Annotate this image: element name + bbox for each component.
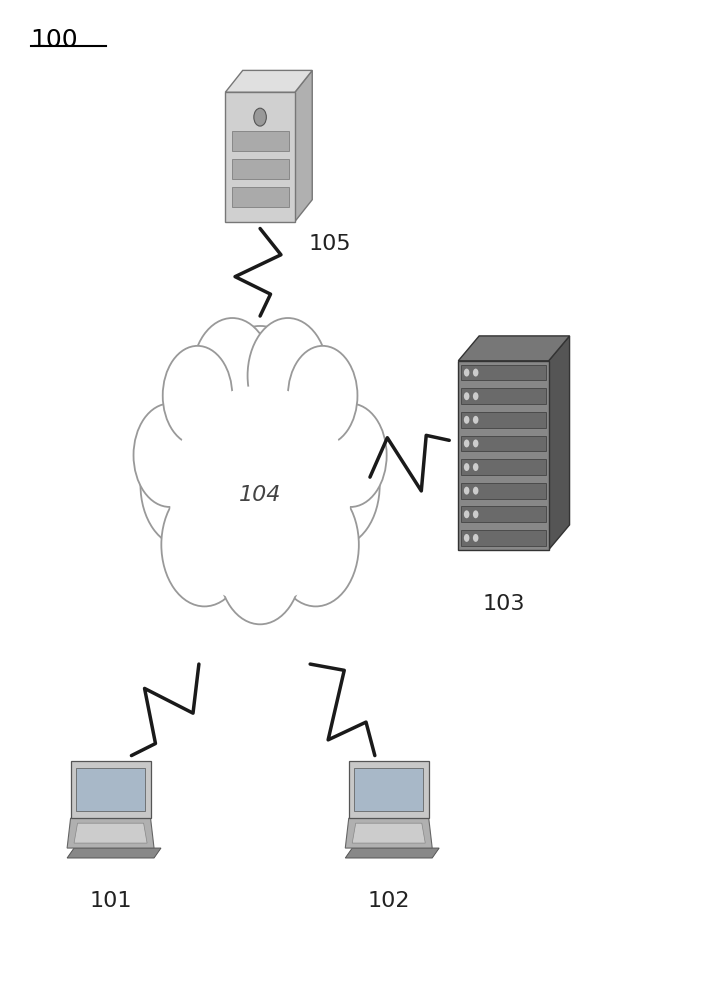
Polygon shape [461, 365, 546, 380]
Polygon shape [461, 506, 546, 522]
Circle shape [464, 534, 470, 542]
Circle shape [473, 392, 479, 400]
Circle shape [473, 463, 479, 471]
Circle shape [473, 439, 479, 447]
Circle shape [247, 318, 328, 433]
Circle shape [133, 404, 206, 507]
Circle shape [464, 487, 470, 495]
Circle shape [294, 423, 380, 547]
Circle shape [464, 416, 470, 424]
Polygon shape [461, 530, 546, 546]
Circle shape [273, 483, 359, 606]
Circle shape [464, 439, 470, 447]
Ellipse shape [170, 386, 350, 604]
Circle shape [473, 416, 479, 424]
Circle shape [473, 369, 479, 377]
Text: 104: 104 [239, 485, 281, 505]
Text: 103: 103 [482, 594, 525, 614]
Polygon shape [67, 848, 161, 858]
Circle shape [288, 346, 358, 445]
Polygon shape [354, 768, 423, 811]
Circle shape [140, 423, 226, 547]
Polygon shape [346, 848, 439, 858]
Polygon shape [67, 818, 154, 848]
Polygon shape [461, 459, 546, 475]
Polygon shape [71, 761, 151, 818]
Circle shape [464, 510, 470, 518]
Polygon shape [458, 336, 570, 361]
Polygon shape [352, 823, 426, 843]
Circle shape [254, 108, 266, 126]
Circle shape [473, 534, 479, 542]
Polygon shape [346, 818, 433, 848]
Polygon shape [461, 412, 546, 428]
Circle shape [205, 326, 315, 485]
Circle shape [464, 463, 470, 471]
Circle shape [171, 368, 266, 503]
Polygon shape [225, 70, 312, 92]
Polygon shape [461, 483, 546, 499]
Circle shape [219, 505, 302, 624]
Polygon shape [74, 823, 147, 843]
Polygon shape [349, 761, 429, 818]
Polygon shape [461, 388, 546, 404]
Polygon shape [295, 70, 312, 222]
Text: 105: 105 [308, 234, 351, 254]
Circle shape [163, 346, 232, 445]
Circle shape [254, 368, 349, 503]
Circle shape [473, 510, 479, 518]
Circle shape [464, 369, 470, 377]
Polygon shape [76, 768, 145, 811]
Circle shape [464, 392, 470, 400]
Polygon shape [231, 131, 289, 151]
Circle shape [192, 318, 273, 433]
Polygon shape [458, 361, 549, 550]
Text: 101: 101 [89, 891, 132, 911]
Polygon shape [225, 92, 295, 222]
Text: 102: 102 [367, 891, 410, 911]
Circle shape [473, 487, 479, 495]
Ellipse shape [149, 346, 372, 644]
Circle shape [161, 483, 247, 606]
Text: 100: 100 [31, 28, 79, 52]
Polygon shape [231, 159, 289, 179]
Polygon shape [461, 436, 546, 451]
Polygon shape [549, 336, 570, 550]
Polygon shape [231, 187, 289, 207]
Circle shape [314, 404, 387, 507]
